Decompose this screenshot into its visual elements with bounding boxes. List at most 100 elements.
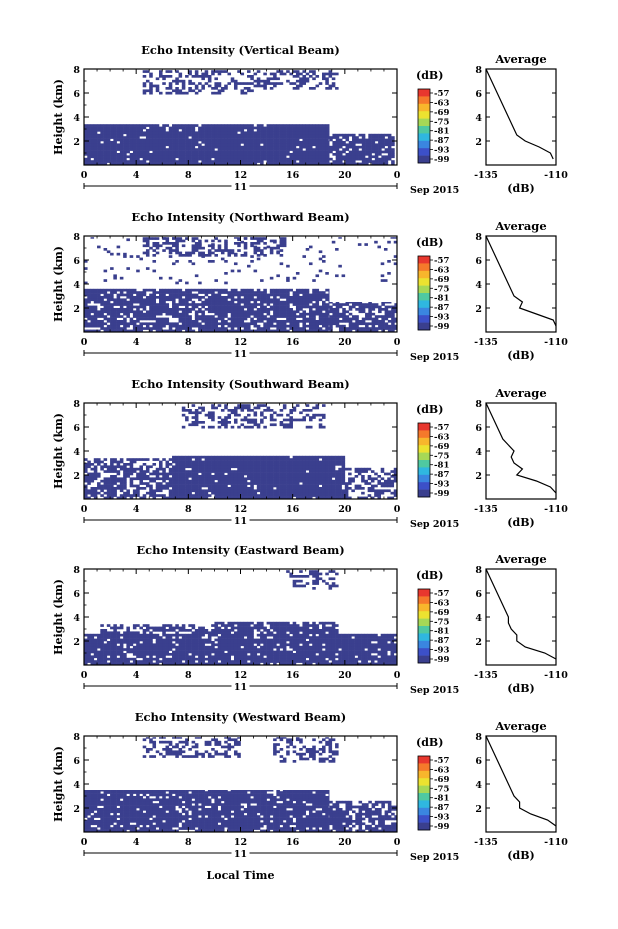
echo-cell-0 — [90, 126, 95, 130]
echo-cell-0 — [250, 131, 254, 135]
echo-cell-1 — [142, 472, 147, 476]
echo-cell-0 — [106, 312, 111, 316]
echo-cell-0 — [152, 155, 157, 159]
echo-cell-0 — [312, 138, 316, 142]
echo-cell-0 — [295, 310, 300, 314]
echo-cell-2 — [220, 89, 225, 93]
echo-cell-0 — [224, 458, 228, 461]
echo-cell-0 — [269, 487, 274, 490]
echo-cell-0 — [308, 143, 313, 147]
echo-cell-0 — [338, 458, 342, 461]
echo-cell-1 — [384, 315, 389, 318]
echo-cell-1 — [391, 308, 395, 311]
echo-cell-0 — [201, 310, 205, 314]
echo-cell-0 — [230, 465, 235, 469]
echo-cell-3 — [299, 77, 303, 81]
echo-cell-0 — [247, 475, 251, 478]
echo-cell-0 — [315, 491, 320, 495]
echo-cell-0 — [318, 463, 323, 466]
echo-cell-3 — [279, 421, 284, 424]
echo-cell-0 — [322, 329, 326, 333]
echo-cell-3 — [191, 262, 196, 266]
echo-cell-0 — [132, 291, 137, 294]
echo-cell-0 — [286, 308, 290, 311]
echo-cell-0 — [305, 157, 310, 161]
echo-cell-0 — [282, 470, 287, 473]
echo-cell-0 — [250, 494, 254, 497]
echo-cell-0 — [328, 491, 333, 495]
heatmap-cells — [84, 237, 398, 333]
echo-cell-2 — [243, 246, 248, 250]
echo-cell-2 — [158, 75, 163, 78]
echo-cell-1 — [368, 148, 372, 151]
echo-cell-2 — [142, 75, 147, 78]
echo-cell-3 — [266, 409, 271, 412]
echo-cell-1 — [342, 308, 346, 311]
echo-cell-0 — [191, 129, 196, 132]
echo-cell-3 — [260, 413, 264, 417]
colorbar-unit: (dB) — [416, 236, 443, 249]
echo-cell-0 — [217, 138, 222, 142]
echo-cell-0 — [292, 131, 297, 135]
echo-cell-1 — [129, 465, 134, 469]
echo-cell-0 — [123, 160, 127, 163]
echo-cell-0 — [119, 155, 124, 159]
echo-cell-2 — [217, 239, 222, 243]
echo-cell-0 — [211, 322, 215, 326]
echo-cell-0 — [338, 496, 342, 500]
x-tick-label: 20 — [338, 337, 352, 348]
echo-cell-0 — [256, 126, 261, 130]
echo-cell-1 — [158, 472, 163, 476]
echo-cell-3 — [224, 260, 228, 263]
echo-cell-3 — [273, 72, 277, 76]
echo-cell-0 — [155, 153, 160, 156]
echo-cell-1 — [355, 141, 359, 144]
echo-cell-0 — [100, 148, 104, 151]
echo-cell-0 — [116, 155, 121, 159]
echo-cell-1 — [165, 465, 170, 469]
echo-cell-0 — [295, 305, 300, 309]
echo-cell-0 — [335, 482, 339, 485]
echo-cell-0 — [194, 322, 199, 326]
echo-cell-2 — [390, 484, 395, 488]
echo-cell-0 — [247, 487, 251, 490]
echo-cell-0 — [181, 312, 186, 316]
echo-cell-0 — [315, 136, 320, 139]
echo-cell-0 — [87, 148, 91, 151]
echo-cell-3 — [260, 84, 264, 88]
echo-cell-0 — [250, 298, 254, 302]
echo-cell-0 — [233, 463, 238, 466]
echo-cell-0 — [247, 308, 251, 311]
echo-cell-0 — [175, 465, 179, 469]
echo-cell-3 — [185, 281, 189, 285]
echo-cell-0 — [185, 320, 189, 323]
echo-cell-0 — [132, 329, 137, 333]
y-axis-label: Height (km) — [52, 246, 65, 322]
echo-cell-1 — [371, 303, 376, 306]
echo-cell-1 — [394, 308, 398, 311]
echo-cell-2 — [393, 475, 398, 478]
echo-cell-1 — [381, 145, 385, 149]
echo-cell-0 — [279, 308, 284, 311]
echo-cell-1 — [358, 320, 363, 323]
echo-cell-2 — [361, 470, 365, 473]
echo-cell-1 — [87, 479, 91, 483]
echo-cell-2 — [185, 237, 189, 240]
echo-cell-1 — [348, 320, 353, 323]
echo-cell-0 — [282, 162, 287, 166]
echo-cell-0 — [299, 487, 303, 490]
echo-cell-1 — [335, 133, 340, 137]
echo-cell-0 — [158, 145, 163, 149]
colorbar-segment — [418, 155, 430, 164]
echo-cell-0 — [282, 155, 287, 159]
echo-cell-0 — [266, 491, 271, 495]
echo-cell-0 — [155, 327, 160, 330]
echo-cell-0 — [263, 467, 267, 471]
echo-cell-2 — [194, 237, 199, 240]
echo-cell-0 — [155, 129, 160, 132]
echo-cell-0 — [328, 322, 330, 326]
echo-cell-1 — [155, 484, 160, 488]
echo-cell-0 — [178, 296, 183, 299]
echo-cell-0 — [116, 320, 121, 323]
echo-cell-0 — [217, 317, 222, 321]
